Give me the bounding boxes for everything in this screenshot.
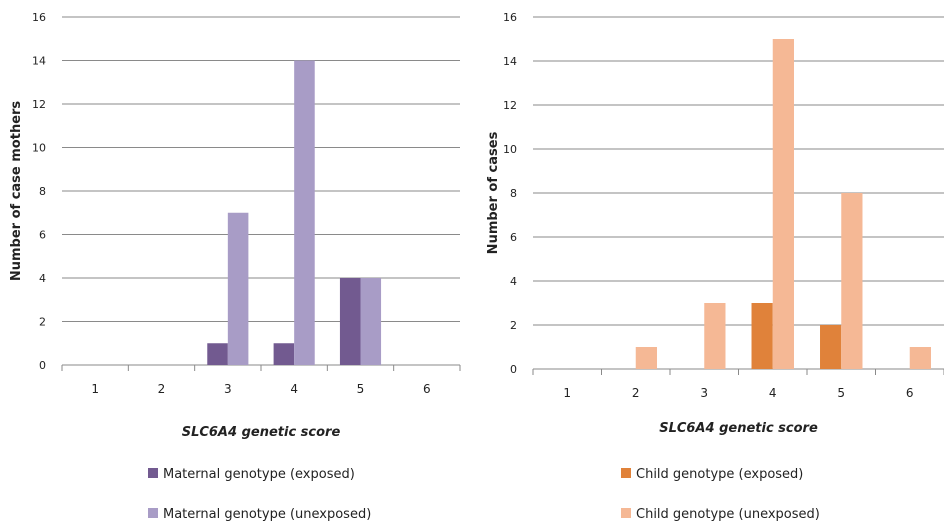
y-tick-label: 0 bbox=[39, 359, 46, 372]
x-tick-label: 6 bbox=[423, 382, 431, 396]
legend-label: Maternal genotype (exposed) bbox=[163, 467, 355, 482]
y-tick-label: 6 bbox=[39, 229, 46, 242]
y-tick-label: 6 bbox=[510, 231, 517, 244]
legend-label: Child genotype (exposed) bbox=[636, 467, 803, 482]
bar-exposed bbox=[207, 343, 228, 365]
x-axis-title-rest: genetic score bbox=[237, 425, 340, 440]
y-tick-label: 4 bbox=[510, 275, 517, 288]
bar-exposed bbox=[273, 343, 295, 365]
x-tick-label: 6 bbox=[906, 386, 914, 400]
y-tick-label: 0 bbox=[510, 363, 517, 376]
bar-unexposed bbox=[294, 60, 315, 365]
x-axis-title-gene: SLC6A4 bbox=[659, 421, 714, 436]
bar-unexposed bbox=[227, 212, 249, 365]
legend-label: Child genotype (unexposed) bbox=[636, 507, 820, 522]
y-tick-label: 8 bbox=[39, 185, 46, 198]
bar-unexposed bbox=[909, 347, 931, 369]
x-tick-label: 5 bbox=[357, 382, 365, 396]
y-tick-label: 14 bbox=[32, 55, 46, 68]
bar-unexposed bbox=[841, 193, 863, 369]
x-tick-label: 3 bbox=[700, 386, 708, 400]
bar-unexposed bbox=[635, 347, 657, 369]
y-tick-label: 10 bbox=[503, 143, 517, 156]
y-tick-label: 16 bbox=[32, 11, 46, 24]
legend-label: Maternal genotype (unexposed) bbox=[163, 507, 371, 522]
y-tick-label: 16 bbox=[503, 11, 517, 24]
legend-swatch bbox=[148, 468, 158, 478]
y-tick-label: 8 bbox=[510, 187, 517, 200]
y-tick-label: 2 bbox=[510, 319, 517, 332]
x-tick-label: 1 bbox=[563, 386, 571, 400]
y-tick-label: 12 bbox=[32, 98, 46, 111]
bar-unexposed bbox=[772, 39, 794, 369]
x-axis-title-gene: SLC6A4 bbox=[182, 425, 237, 440]
bar-exposed bbox=[820, 325, 842, 369]
legend-swatch bbox=[148, 508, 158, 518]
x-tick-label: 3 bbox=[224, 382, 232, 396]
bar-exposed bbox=[339, 278, 361, 365]
bar-unexposed bbox=[360, 278, 382, 365]
y-tick-label: 2 bbox=[39, 316, 46, 329]
y-tick-label: 12 bbox=[503, 99, 517, 112]
x-axis-title-rest: genetic score bbox=[715, 421, 818, 436]
x-tick-label: 2 bbox=[632, 386, 640, 400]
legend-swatch bbox=[621, 508, 631, 518]
y-axis-title: Number of cases bbox=[486, 131, 501, 254]
legend-swatch bbox=[621, 468, 631, 478]
bar-exposed bbox=[751, 303, 773, 369]
x-tick-label: 4 bbox=[290, 382, 298, 396]
bar-unexposed bbox=[704, 303, 726, 369]
x-axis-title: SLC6A4 genetic score bbox=[659, 421, 818, 436]
x-axis-title: SLC6A4 genetic score bbox=[182, 425, 341, 440]
y-tick-label: 10 bbox=[32, 142, 46, 155]
x-tick-label: 2 bbox=[158, 382, 166, 396]
y-tick-label: 4 bbox=[39, 272, 46, 285]
y-tick-label: 14 bbox=[503, 55, 517, 68]
x-tick-label: 4 bbox=[769, 386, 777, 400]
x-tick-label: 1 bbox=[91, 382, 99, 396]
x-tick-label: 5 bbox=[837, 386, 845, 400]
y-axis-title: Number of case mothers bbox=[9, 101, 24, 282]
